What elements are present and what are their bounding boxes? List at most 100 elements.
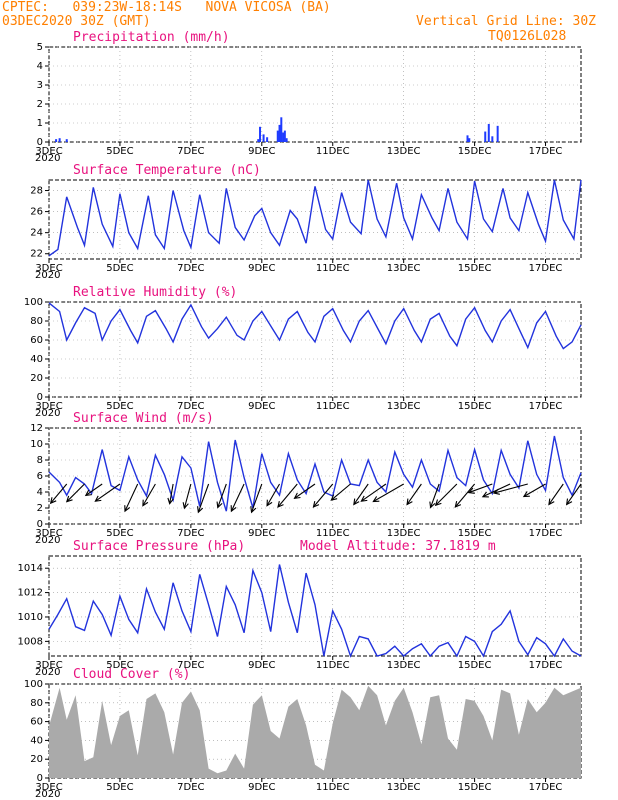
x-tick-label: 9DEC <box>248 660 275 671</box>
precip-bar <box>484 131 487 142</box>
wind-arrow-head <box>548 498 555 506</box>
wind-arrow-shaft <box>373 483 404 502</box>
x-tick-label: 13DEC <box>387 146 421 157</box>
wind-arrow-shaft <box>566 483 582 505</box>
x-tick-label: 9DEC <box>248 401 275 412</box>
wind-arrow-shaft <box>548 483 564 505</box>
y-tick-label: 24 <box>30 228 43 239</box>
precip-bar <box>285 138 288 142</box>
x-tick-label: 17DEC <box>529 146 563 157</box>
wind-arrow-head <box>250 506 257 514</box>
x-tick-label: 13DEC <box>387 263 421 274</box>
wind-arrow-shaft <box>169 483 174 504</box>
y-tick-label: 80 <box>30 698 43 709</box>
y-tick-label: 1 <box>37 118 43 129</box>
x-tick-label: 3DEC <box>35 263 62 274</box>
x-tick-label: 13DEC <box>387 528 421 539</box>
y-tick-label: 22 <box>30 249 43 260</box>
x-tick-label: 5DEC <box>106 263 133 274</box>
precip-bar <box>257 139 260 142</box>
panel-title: Cloud Cover (%) <box>73 667 190 682</box>
wind-arrow-head <box>372 496 380 503</box>
y-tick-label: 100 <box>24 297 43 308</box>
header-model-code: TQ0126L028 <box>488 29 567 44</box>
precip-bar <box>491 136 494 142</box>
precip-bar <box>487 123 490 142</box>
wind-arrow-head <box>353 498 360 506</box>
header-date: 03DEC2020 30Z (GMT) <box>2 14 151 29</box>
x-tick-label: 15DEC <box>458 660 492 671</box>
series-line <box>48 564 582 658</box>
wind-arrow-head <box>49 497 57 505</box>
wind-arrow-head <box>330 494 338 501</box>
x-tick-label: 3DEC <box>35 660 62 671</box>
wind-arrow-head <box>65 495 73 503</box>
x-tick-label: 3DEC <box>35 528 62 539</box>
wind-arrow-shaft <box>217 483 227 508</box>
x-tick-label: 5DEC <box>106 782 133 793</box>
wind-arrow-head <box>84 489 92 497</box>
x-tick-label: 13DEC <box>387 782 421 793</box>
x-tick-year: 2020 <box>35 153 60 164</box>
wind-arrow-head <box>481 491 489 498</box>
wind-arrow-head <box>197 506 204 514</box>
x-tick-label: 5DEC <box>106 660 133 671</box>
wind-arrow-head <box>492 488 500 495</box>
x-tick-label: 9DEC <box>248 263 275 274</box>
panel-frame <box>48 301 582 398</box>
wind-arrow-head <box>434 499 442 507</box>
wind-arrow-shaft <box>294 483 316 499</box>
panel-title: Precipitation (mm/h) <box>73 30 230 45</box>
wind-arrow-shaft <box>468 483 493 494</box>
wind-arrow-head <box>522 491 530 498</box>
y-tick-label: 28 <box>30 186 43 197</box>
panel-frame <box>48 555 582 657</box>
precip-bar <box>280 117 283 142</box>
wind-arrow-shaft <box>95 483 121 502</box>
wind-arrow-head <box>293 492 301 500</box>
wind-arrow-shaft <box>85 483 103 496</box>
panel-frame <box>48 46 582 143</box>
x-tick-label: 11DEC <box>316 146 350 157</box>
wind-arrow-shaft <box>523 483 546 497</box>
x-tick-label: 15DEC <box>458 782 492 793</box>
precip-bar <box>259 126 262 142</box>
wind-arrow-shaft <box>124 483 139 512</box>
x-tick-label: 15DEC <box>458 263 492 274</box>
wind-arrow-head <box>360 495 368 502</box>
wind-arrow-shaft <box>230 483 245 512</box>
y-tick-label: 1012 <box>18 588 43 599</box>
precip-bar <box>276 130 279 142</box>
wind-arrow-shaft <box>251 483 263 513</box>
wind-arrow-shaft <box>330 483 351 501</box>
precip-bar <box>283 130 286 142</box>
wind-arrow-head <box>277 501 284 508</box>
x-tick-label: 17DEC <box>529 263 563 274</box>
wind-arrow-shaft <box>493 483 528 494</box>
y-tick-label: 60 <box>30 717 43 728</box>
wind-arrow-head <box>454 501 462 508</box>
y-tick-label: 2 <box>37 503 43 514</box>
wind-arrow-shaft <box>142 483 156 506</box>
wind-arrow-shaft <box>406 483 422 505</box>
wind-arrow-head <box>467 487 475 494</box>
x-tick-year: 2020 <box>35 408 60 419</box>
y-tick-label: 0 <box>37 392 43 403</box>
x-tick-label: 7DEC <box>177 660 204 671</box>
wind-arrow-head <box>142 499 149 507</box>
model-altitude-label: Model Altitude: 37.1819 m <box>300 539 496 554</box>
wind-arrow-shaft <box>313 483 334 508</box>
y-tick-label: 8 <box>37 455 43 466</box>
wind-arrow-shaft <box>353 483 369 505</box>
wind-arrow-head <box>94 495 102 502</box>
precip-bar <box>468 138 471 142</box>
y-tick-label: 4 <box>37 61 43 72</box>
x-tick-label: 17DEC <box>529 660 563 671</box>
y-tick-label: 0 <box>37 519 43 530</box>
y-tick-label: 1010 <box>18 612 43 623</box>
y-tick-label: 1008 <box>18 636 43 647</box>
wind-arrow-head <box>167 497 174 505</box>
y-tick-label: 20 <box>30 373 43 384</box>
x-tick-label: 7DEC <box>177 401 204 412</box>
